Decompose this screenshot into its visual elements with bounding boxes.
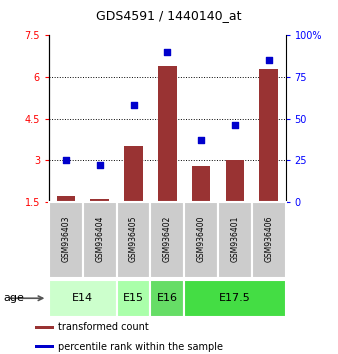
Text: GDS4591 / 1440140_at: GDS4591 / 1440140_at	[96, 9, 242, 22]
Text: GSM936403: GSM936403	[62, 215, 70, 262]
Text: percentile rank within the sample: percentile rank within the sample	[58, 342, 223, 352]
Point	[232, 122, 238, 128]
Bar	[49, 280, 117, 317]
Bar	[83, 202, 117, 278]
Text: E16: E16	[157, 293, 178, 303]
Bar	[218, 202, 252, 278]
Text: E17.5: E17.5	[219, 293, 251, 303]
Bar	[124, 146, 143, 202]
Bar	[184, 280, 286, 317]
Bar	[150, 280, 184, 317]
Bar	[150, 202, 184, 278]
Text: age: age	[3, 293, 24, 303]
Bar	[184, 202, 218, 278]
Bar	[158, 66, 177, 202]
Point	[63, 157, 69, 163]
Text: GSM936405: GSM936405	[129, 215, 138, 262]
Text: E15: E15	[123, 293, 144, 303]
Bar	[252, 202, 286, 278]
Text: transformed count: transformed count	[58, 322, 148, 332]
Bar	[35, 345, 54, 348]
Text: GSM936400: GSM936400	[197, 215, 206, 262]
Point	[131, 102, 136, 108]
Bar	[56, 196, 75, 202]
Bar	[117, 280, 150, 317]
Bar	[117, 202, 150, 278]
Bar	[90, 199, 109, 202]
Bar	[192, 166, 210, 202]
Point	[266, 58, 271, 63]
Text: E14: E14	[72, 293, 93, 303]
Bar	[49, 202, 83, 278]
Point	[97, 162, 102, 168]
Text: GSM936402: GSM936402	[163, 215, 172, 262]
Point	[198, 137, 204, 143]
Text: GSM936404: GSM936404	[95, 215, 104, 262]
Text: GSM936401: GSM936401	[231, 215, 239, 262]
Point	[165, 49, 170, 55]
Bar	[226, 160, 244, 202]
Bar	[35, 326, 54, 329]
Bar	[260, 69, 278, 202]
Text: GSM936406: GSM936406	[264, 215, 273, 262]
